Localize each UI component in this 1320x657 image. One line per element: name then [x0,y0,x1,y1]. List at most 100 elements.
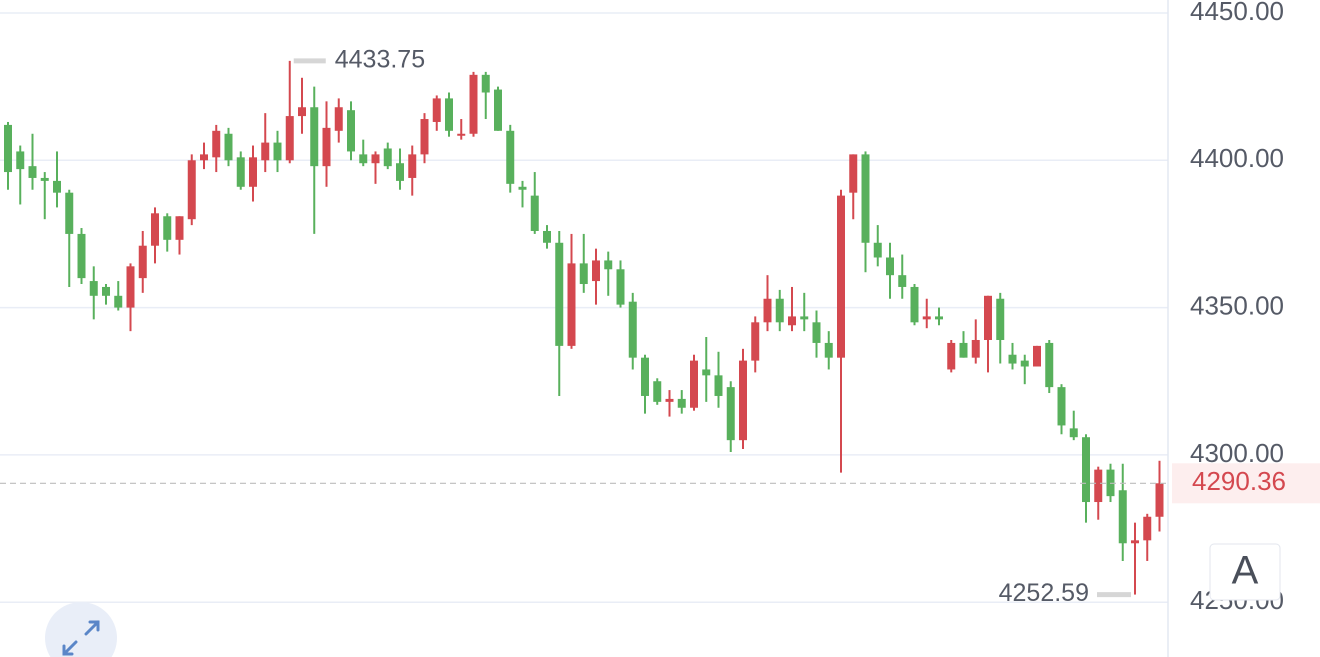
candle-body [690,360,698,408]
candle-body [1020,360,1029,367]
candle-body [322,127,331,167]
candle-body [1033,345,1041,367]
auto-scale-label[interactable]: A [1232,549,1259,593]
candle-body [702,369,711,376]
candle-body [396,163,404,181]
candle-body [53,180,61,193]
candle-body [138,245,147,279]
candle-body [763,298,772,323]
candle-body [849,154,858,193]
candle-body [249,157,257,187]
candle-body [1131,540,1139,544]
candle-body [212,130,221,158]
auto-scale-button[interactable]: A [1209,543,1281,601]
candle-body [947,342,956,370]
candle-body [383,148,392,167]
candle-body [371,154,380,164]
candle-body [922,316,931,320]
candle-body [555,242,564,346]
candle-body [775,298,784,323]
candle-body [481,74,490,93]
candle-body [567,263,576,346]
candle-body [984,295,992,340]
candle-body [285,116,294,161]
candle-body [102,286,110,296]
candle-body [1143,516,1152,541]
candle-body [1155,483,1164,517]
candle-body [910,286,919,323]
candle-body [543,230,551,243]
candle-body [445,98,453,131]
candle-body [592,260,600,282]
candle-body [800,316,809,320]
candle-body [334,107,343,131]
high-label: 4433.75 [335,45,425,73]
candle-body [628,301,637,358]
candle-body [175,216,184,240]
candle-body [310,107,319,167]
expand-button[interactable] [45,602,117,657]
candle-body [751,322,760,361]
candle-body [114,295,123,308]
low-label: 4252.59 [999,579,1089,607]
candle-body [1057,387,1066,426]
candle-body [873,242,882,258]
candle-body [812,322,821,343]
candle-body [1118,490,1127,544]
candle-body [886,257,894,276]
candle-body [432,98,441,122]
candle-body [665,398,674,402]
candle-body [604,260,613,270]
candle-body [224,133,233,161]
expand-icon [62,620,100,656]
candle-body [1045,342,1054,388]
y-tick-label: 4400.00 [1190,143,1284,173]
candle-body [971,339,980,358]
candle-body [1094,469,1103,503]
candle-body [935,316,943,320]
last-price-label: 4290.36 [1192,466,1286,496]
candle-body [16,151,25,170]
candle-body [1008,354,1017,364]
candle-body [1082,437,1090,503]
last-price-box [1172,463,1320,504]
candle-body [347,110,355,152]
candle-body [420,119,429,155]
candle-body [163,216,172,240]
candle-body [494,89,502,131]
candle-body [506,130,515,184]
candle-body [77,233,86,279]
candle-body [530,195,539,231]
candle-body [898,275,907,287]
candle-body [996,298,1005,340]
candle-body [273,142,282,161]
candle-body [739,360,747,441]
candle-body [89,281,98,296]
candle-body [579,263,588,285]
candle-body [788,316,796,326]
candle-body [126,266,135,308]
candle-body [1069,428,1078,438]
candle-body [469,74,478,134]
candle-body [714,375,723,396]
candle-body [677,398,686,408]
candle-body [837,195,845,358]
candle-body [518,186,527,190]
candle-body [457,133,466,136]
candle-body [28,166,37,178]
candle-body [40,177,49,181]
candle-body [298,107,306,117]
y-tick-label: 4300.00 [1190,438,1284,468]
candle-body [200,154,208,161]
candle-body [65,192,74,234]
candle-body [261,142,270,161]
expand-bg [45,602,117,657]
candle-body [959,342,968,358]
candle-body [616,269,625,305]
candle-body [726,387,735,441]
y-tick-label: 4450.00 [1190,0,1284,26]
candle-body [641,357,649,396]
candle-body [653,381,662,402]
candle-body [151,213,159,246]
